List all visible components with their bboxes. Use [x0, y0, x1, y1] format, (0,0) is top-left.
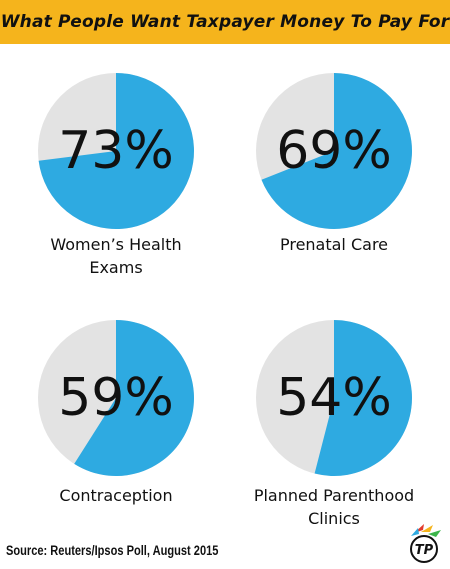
logo-text: TP — [415, 543, 434, 558]
category-label-line: Exams — [89, 258, 143, 277]
title-bar: What People Want Taxpayer Money To Pay F… — [0, 0, 450, 44]
chart-title: What People Want Taxpayer Money To Pay F… — [0, 12, 450, 32]
category-label-prenatal-care: Prenatal Care — [224, 233, 444, 256]
category-label-line: Planned Parenthood — [253, 486, 415, 505]
pie-value-label: 69% — [276, 121, 392, 181]
pie-value-slice — [314, 320, 412, 476]
pie-value-label: 54% — [276, 368, 392, 428]
category-label-line: Contraception — [59, 486, 173, 505]
pie-chart-contraception: 59% — [38, 320, 195, 476]
pie-value-slice — [261, 73, 413, 229]
pie-value-label: 59% — [58, 368, 174, 428]
category-label-planned-parenthood: Planned Parenthood Clinics — [224, 484, 444, 530]
category-label-line: Clinics — [308, 509, 360, 528]
pie-value-label: 73% — [58, 121, 174, 181]
pie-chart-planned-parenthood: 54% — [256, 320, 412, 476]
category-label-contraception: Contraception — [6, 484, 226, 507]
category-label-line: Women’s Health — [50, 235, 182, 254]
category-label-line: Prenatal Care — [279, 235, 389, 254]
pie-value-slice — [38, 73, 195, 229]
pie-chart-prenatal-care: 69% — [256, 73, 413, 229]
source-note: Source: Reuters/Ipsos Poll, August 2015 — [6, 543, 219, 558]
pie-chart-womens-health: 73% — [38, 73, 195, 229]
pie-value-slice — [74, 320, 195, 476]
category-label-womens-health: Women’s Health Exams — [6, 233, 226, 279]
tp-logo-icon: TP — [410, 524, 441, 563]
